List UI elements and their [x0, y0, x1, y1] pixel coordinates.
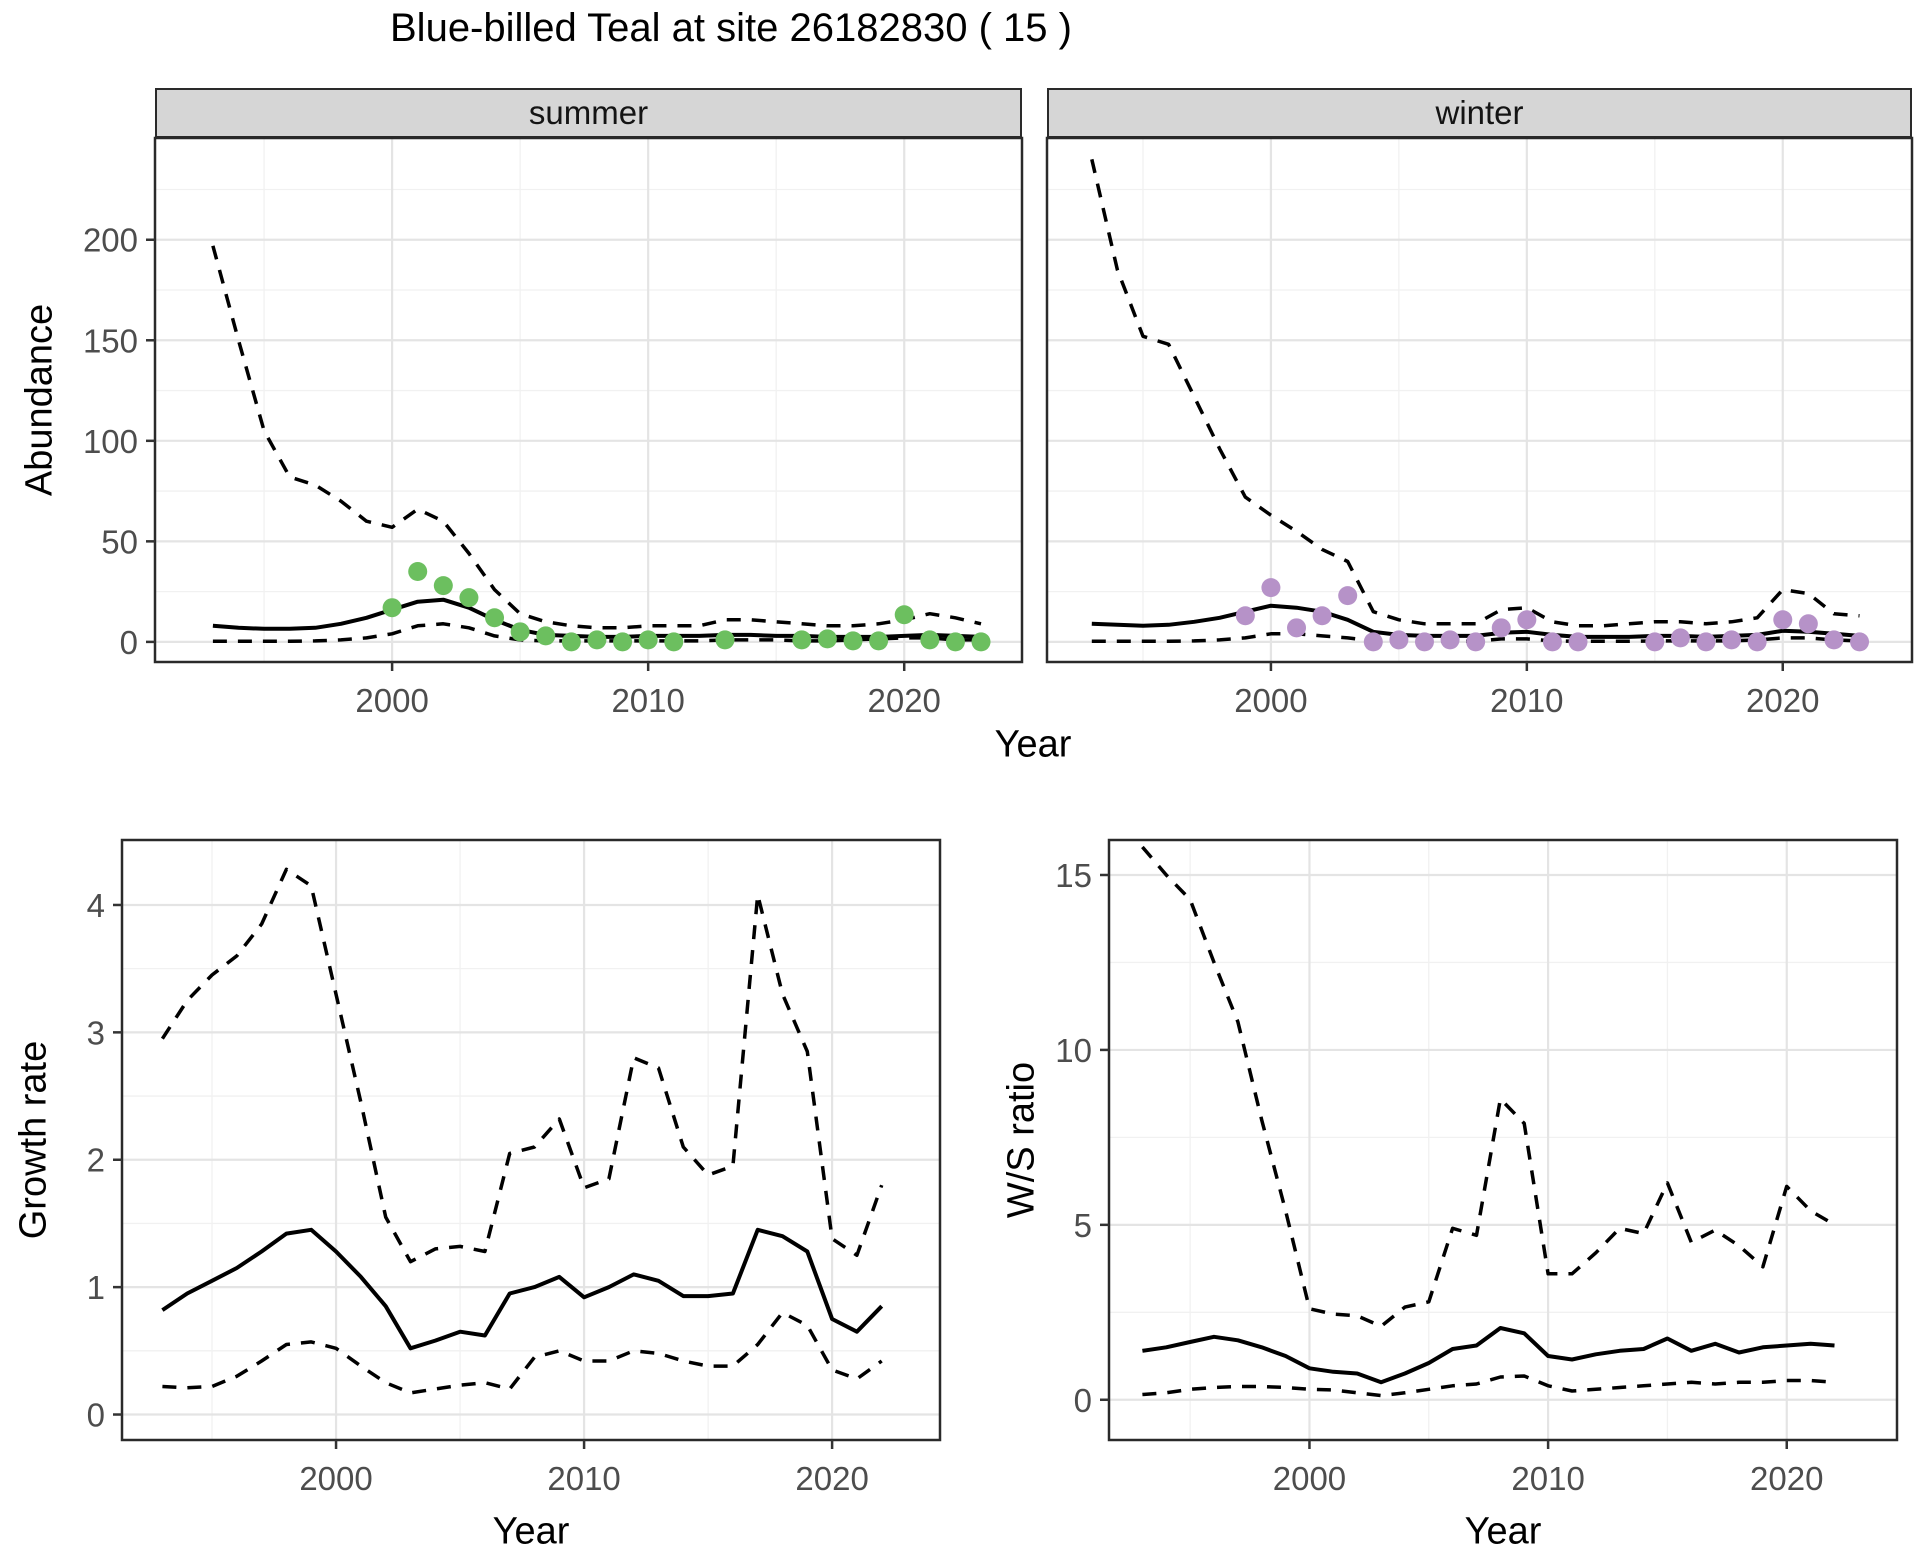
svg-text:2000: 2000: [1234, 682, 1307, 719]
svg-text:2010: 2010: [1511, 1460, 1584, 1497]
facet-strip-label: winter: [1435, 94, 1524, 131]
svg-text:0: 0: [1074, 1382, 1092, 1419]
facet-strip-winter: winter: [1047, 88, 1912, 138]
svg-text:0: 0: [120, 624, 138, 661]
svg-text:50: 50: [101, 523, 138, 560]
svg-text:200: 200: [83, 222, 138, 259]
svg-text:0: 0: [87, 1397, 105, 1434]
svg-text:2010: 2010: [1490, 682, 1563, 719]
svg-text:5: 5: [1074, 1207, 1092, 1244]
svg-text:2020: 2020: [1746, 682, 1819, 719]
svg-text:2010: 2010: [611, 682, 684, 719]
chart-title: Blue-billed Teal at site 26182830 ( 15 ): [390, 6, 1072, 50]
y-axis-title-ws-ratio: W/S ratio: [1000, 1061, 1043, 1219]
facet-strip-summer: summer: [155, 88, 1022, 138]
x-axis-title-year-top: Year: [994, 723, 1072, 766]
svg-text:2000: 2000: [355, 682, 428, 719]
y-axis-title-abundance: Abundance: [18, 303, 61, 497]
svg-text:3: 3: [87, 1014, 105, 1051]
svg-text:2020: 2020: [795, 1460, 868, 1497]
svg-text:2000: 2000: [1273, 1460, 1346, 1497]
svg-text:100: 100: [83, 423, 138, 460]
svg-text:150: 150: [83, 322, 138, 359]
y-axis-title-growth-rate: Growth rate: [12, 1040, 55, 1240]
facet-strip-label: summer: [528, 94, 649, 131]
svg-text:2020: 2020: [1750, 1460, 1823, 1497]
x-axis-title-year-growth: Year: [492, 1510, 570, 1553]
svg-text:4: 4: [87, 887, 105, 924]
svg-text:2020: 2020: [868, 682, 941, 719]
svg-text:2010: 2010: [547, 1460, 620, 1497]
svg-text:1: 1: [87, 1269, 105, 1306]
x-axis-title-year-ws: Year: [1464, 1510, 1542, 1553]
svg-text:2: 2: [87, 1142, 105, 1179]
svg-text:10: 10: [1055, 1032, 1092, 1069]
svg-text:2000: 2000: [299, 1460, 372, 1497]
svg-text:15: 15: [1055, 857, 1092, 894]
